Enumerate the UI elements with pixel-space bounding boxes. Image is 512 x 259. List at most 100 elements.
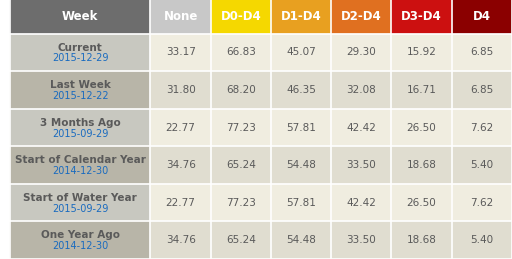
Bar (271, 0, 331, 34)
Text: 65.24: 65.24 (226, 235, 256, 245)
Text: 18.68: 18.68 (407, 160, 437, 170)
Text: 2014-12-30: 2014-12-30 (52, 241, 109, 251)
Bar (211, 71, 271, 109)
Text: 66.83: 66.83 (226, 47, 256, 57)
Text: 57.81: 57.81 (286, 198, 316, 208)
Bar (151, 34, 211, 71)
Text: 2014-12-30: 2014-12-30 (52, 166, 109, 176)
Bar (452, 109, 512, 146)
Text: 34.76: 34.76 (166, 235, 196, 245)
Text: 42.42: 42.42 (347, 123, 376, 133)
Text: 18.68: 18.68 (407, 235, 437, 245)
Bar (151, 221, 211, 259)
Bar (271, 146, 331, 184)
Bar (392, 71, 452, 109)
Bar (151, 0, 211, 34)
Bar (331, 146, 392, 184)
Text: 33.50: 33.50 (347, 235, 376, 245)
Bar (211, 146, 271, 184)
Bar (211, 0, 271, 34)
Bar (331, 221, 392, 259)
Bar (10, 0, 151, 34)
Bar (452, 34, 512, 71)
Bar (10, 221, 151, 259)
Bar (392, 0, 452, 34)
Bar (151, 146, 211, 184)
Text: 29.30: 29.30 (347, 47, 376, 57)
Bar (10, 146, 151, 184)
Bar (211, 109, 271, 146)
Text: D0-D4: D0-D4 (221, 10, 261, 23)
Text: 31.80: 31.80 (166, 85, 196, 95)
Text: 16.71: 16.71 (407, 85, 437, 95)
Bar (331, 71, 392, 109)
Bar (271, 221, 331, 259)
Text: D3-D4: D3-D4 (401, 10, 442, 23)
Text: 32.08: 32.08 (347, 85, 376, 95)
Bar (392, 221, 452, 259)
Bar (452, 184, 512, 221)
Bar (392, 109, 452, 146)
Bar (10, 34, 151, 71)
Text: 42.42: 42.42 (347, 198, 376, 208)
Text: 26.50: 26.50 (407, 198, 437, 208)
Text: 22.77: 22.77 (166, 198, 196, 208)
Text: 77.23: 77.23 (226, 198, 256, 208)
Text: 68.20: 68.20 (226, 85, 255, 95)
Text: Start of Calendar Year: Start of Calendar Year (15, 155, 145, 165)
Text: Current: Current (58, 42, 102, 53)
Bar (151, 71, 211, 109)
Text: 6.85: 6.85 (470, 85, 494, 95)
Text: 54.48: 54.48 (286, 160, 316, 170)
Text: 45.07: 45.07 (286, 47, 316, 57)
Bar (452, 221, 512, 259)
Text: D2-D4: D2-D4 (341, 10, 382, 23)
Text: 33.50: 33.50 (347, 160, 376, 170)
Text: 57.81: 57.81 (286, 123, 316, 133)
Bar (271, 34, 331, 71)
Text: 6.85: 6.85 (470, 47, 494, 57)
Text: D4: D4 (473, 10, 491, 23)
Text: 33.17: 33.17 (166, 47, 196, 57)
Bar (271, 109, 331, 146)
Text: None: None (163, 10, 198, 23)
Bar (211, 221, 271, 259)
Text: 77.23: 77.23 (226, 123, 256, 133)
Bar (151, 184, 211, 221)
Text: 26.50: 26.50 (407, 123, 437, 133)
Text: One Year Ago: One Year Ago (40, 230, 120, 240)
Bar (331, 109, 392, 146)
Bar (211, 184, 271, 221)
Bar (331, 184, 392, 221)
Text: 5.40: 5.40 (471, 160, 494, 170)
Text: 2015-12-22: 2015-12-22 (52, 91, 109, 101)
Bar (452, 0, 512, 34)
Bar (452, 71, 512, 109)
Text: 65.24: 65.24 (226, 160, 256, 170)
Text: 2015-12-29: 2015-12-29 (52, 53, 109, 63)
Text: D1-D4: D1-D4 (281, 10, 322, 23)
Text: 5.40: 5.40 (471, 235, 494, 245)
Bar (392, 184, 452, 221)
Bar (151, 109, 211, 146)
Text: 7.62: 7.62 (470, 198, 494, 208)
Bar (211, 34, 271, 71)
Text: 3 Months Ago: 3 Months Ago (40, 118, 120, 128)
Bar (10, 71, 151, 109)
Bar (331, 0, 392, 34)
Text: Week: Week (62, 10, 98, 23)
Text: 34.76: 34.76 (166, 160, 196, 170)
Bar (392, 146, 452, 184)
Text: 2015-09-29: 2015-09-29 (52, 204, 109, 214)
Bar (10, 184, 151, 221)
Text: 7.62: 7.62 (470, 123, 494, 133)
Text: Last Week: Last Week (50, 80, 111, 90)
Bar (271, 184, 331, 221)
Text: 46.35: 46.35 (286, 85, 316, 95)
Text: 54.48: 54.48 (286, 235, 316, 245)
Text: 15.92: 15.92 (407, 47, 437, 57)
Text: 2015-09-29: 2015-09-29 (52, 128, 109, 139)
Bar (331, 34, 392, 71)
Bar (271, 71, 331, 109)
Bar (452, 146, 512, 184)
